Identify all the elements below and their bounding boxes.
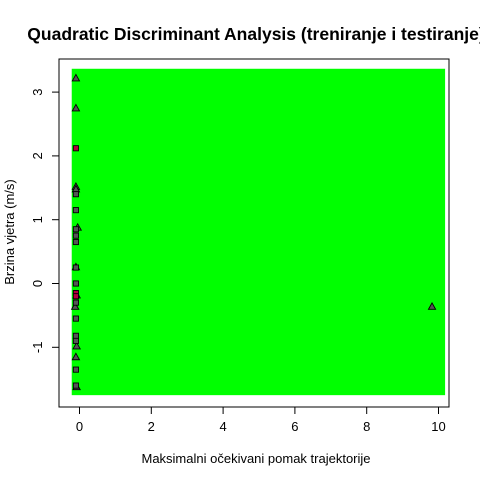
y-tick-label: 0: [30, 280, 45, 287]
square-point: [72, 299, 79, 306]
plot-frame: [58, 58, 450, 408]
x-tick-label: 4: [219, 419, 226, 434]
y-tick-label: 1: [30, 216, 45, 223]
square-point: [72, 232, 79, 239]
plot-area: 0 2 4 6 8 10 -1 0 1 2 3: [30, 58, 450, 434]
triangle-point: [71, 73, 81, 82]
y-axis-label: Brzina vjetra (m/s): [2, 179, 17, 284]
triangle-point: [71, 103, 81, 112]
square-point: [72, 366, 79, 373]
x-tick-label: 0: [76, 419, 83, 434]
square-point: [72, 332, 79, 339]
square-point: [72, 337, 79, 344]
square-point: [72, 293, 79, 300]
square-point: [72, 315, 79, 322]
chart-title: Quadratic Discriminant Analysis (trenira…: [27, 24, 480, 44]
x-tick-label: 2: [148, 419, 155, 434]
square-point: [72, 280, 79, 287]
square-point: [72, 191, 79, 198]
triangle-point: [71, 352, 81, 361]
x-tick-label: 10: [431, 419, 445, 434]
square-point: [72, 264, 79, 271]
triangle-point: [427, 301, 437, 310]
square-point: [72, 226, 79, 233]
x-tick-label: 6: [291, 419, 298, 434]
triangle-point: [72, 341, 81, 350]
x-tick-label: 8: [363, 419, 370, 434]
square-point: [72, 382, 79, 389]
square-point: [72, 145, 79, 152]
triangle-point: [70, 301, 80, 310]
square-point: [72, 238, 79, 246]
decision-region: [71, 68, 446, 396]
y-tick-label: 2: [30, 152, 45, 159]
x-axis-label: Maksimalni očekivani pomak trajektorije: [141, 451, 370, 466]
y-tick-label: 3: [30, 88, 45, 95]
y-tick-label: -1: [30, 342, 45, 354]
square-point: [72, 207, 79, 214]
